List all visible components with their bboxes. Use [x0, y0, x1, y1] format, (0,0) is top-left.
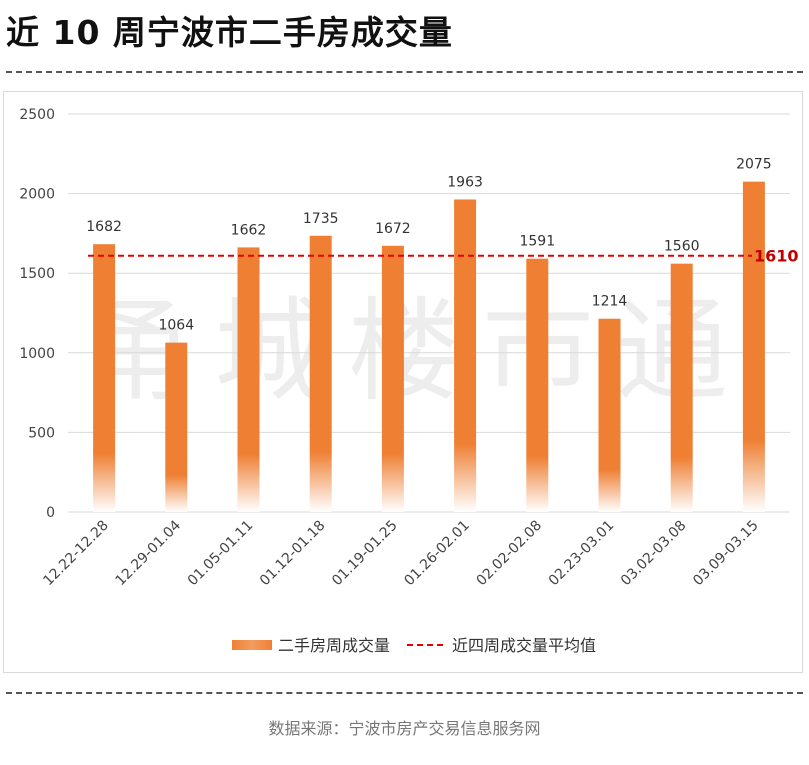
data-label: 1214 [592, 294, 628, 310]
bar [454, 199, 477, 512]
bar [93, 244, 116, 513]
data-label: 1064 [158, 318, 194, 334]
x-tick-label: 01.05-01.11 [185, 518, 257, 590]
data-label: 1560 [664, 239, 700, 255]
chart-frame [3, 91, 803, 673]
data-source: 数据来源：宁波市房产交易信息服务网 [268, 719, 541, 738]
y-tick-label: 2500 [19, 107, 55, 123]
y-tick-label: 500 [28, 425, 55, 441]
legend-bar-label: 二手房周成交量 [278, 636, 390, 655]
x-tick-label: 02.02-02.08 [474, 518, 546, 590]
top-divider [6, 71, 803, 73]
x-tick-label: 01.12-01.18 [257, 518, 329, 590]
data-label: 1662 [231, 222, 267, 238]
data-label: 1682 [86, 219, 122, 235]
bar [165, 342, 188, 512]
x-tick-label: 01.19-01.25 [329, 518, 401, 590]
bar [526, 258, 549, 512]
legend-bar-swatch [232, 640, 272, 650]
data-label: 1672 [375, 221, 411, 237]
data-label: 1591 [519, 234, 555, 250]
x-tick-label: 02.23-03.01 [546, 518, 618, 590]
y-tick-label: 2000 [19, 187, 55, 203]
bar [237, 247, 260, 512]
bar [598, 318, 621, 512]
bar [670, 263, 693, 512]
bar [381, 245, 404, 512]
y-tick-label: 1500 [19, 266, 55, 282]
y-tick-label: 0 [46, 505, 55, 521]
x-tick-label: 03.02-03.08 [618, 518, 690, 590]
x-tick-label: 03.09-03.15 [690, 518, 762, 590]
x-tick-label: 12.22-12.28 [40, 518, 112, 590]
legend-avg-label: 近四周成交量平均值 [452, 636, 596, 655]
data-label: 1735 [303, 211, 339, 227]
bar [742, 181, 765, 512]
data-label: 1963 [447, 174, 483, 190]
y-tick-label: 1000 [19, 346, 55, 362]
page-title: 近 10 周宁波市二手房成交量 [6, 13, 453, 52]
average-value-label: 1610 [754, 247, 799, 266]
bottom-divider [6, 692, 803, 694]
x-tick-label: 01.26-02.01 [401, 518, 473, 590]
x-tick-label: 12.29-01.04 [113, 517, 185, 589]
data-label: 2075 [736, 157, 772, 173]
bar [309, 235, 332, 512]
